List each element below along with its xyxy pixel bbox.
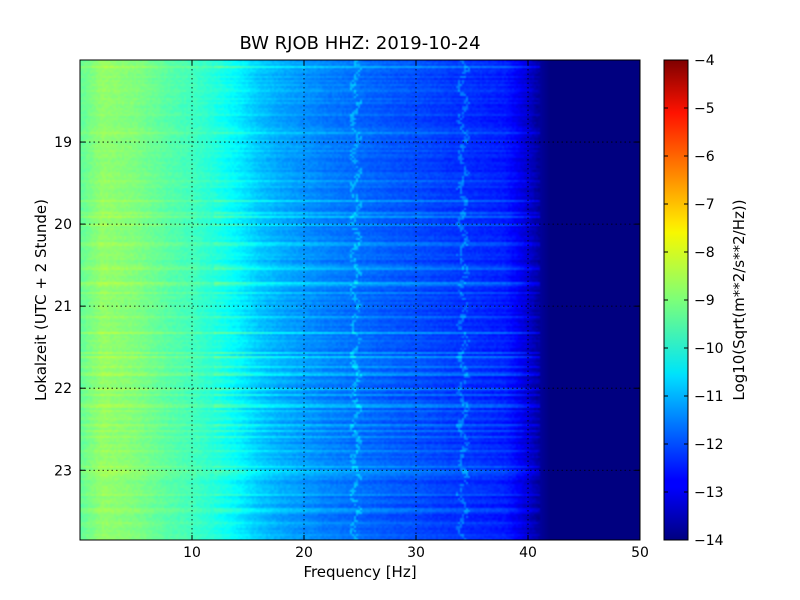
colorbar-tick-label: −4	[694, 53, 715, 69]
x-axis: 10 20 30 40 50	[183, 60, 649, 561]
colorbar-tick-label: −14	[694, 533, 724, 549]
x-tick-label: 20	[295, 545, 313, 561]
x-tick-label: 50	[631, 545, 649, 561]
colorbar-tick-label: −13	[694, 485, 724, 501]
plot-frame	[79, 59, 641, 541]
chart-title: BW RJOB HHZ: 2019-10-24	[239, 33, 480, 54]
x-axis-label: Frequency [Hz]	[303, 563, 416, 581]
colorbar-tick-label: −8	[694, 245, 715, 261]
colorbar-tick-label: −5	[694, 101, 715, 117]
x-tick-label: 40	[519, 545, 537, 561]
y-tick-label: 21	[54, 299, 72, 315]
grid-lines	[80, 60, 640, 540]
colorbar-tick-label: −11	[694, 389, 724, 405]
colorbar-tick-label: −12	[694, 437, 724, 453]
y-tick-label: 20	[54, 217, 72, 233]
x-tick-label: 10	[183, 545, 201, 561]
y-axis-label: Lokalzeit (UTC + 2 Stunde)	[32, 199, 50, 401]
colorbar-label: Log10(Sqrt(m**2/s**2/Hz))	[730, 199, 748, 400]
y-tick-label: 22	[54, 381, 72, 397]
colorbar-tick-label: −7	[694, 197, 715, 213]
colorbar-tick-label: −10	[694, 341, 724, 357]
y-tick-label: 19	[54, 135, 72, 151]
y-tick-label: 23	[54, 463, 72, 479]
colorbar-ticks: −4 −5 −6 −7 −8 −9 −10 −11 −12 −13 −14	[664, 53, 724, 549]
spectrogram-plot: 10 20 30 40 50 19 20 21 22 23	[54, 59, 649, 561]
colorbar: −4 −5 −6 −7 −8 −9 −10 −11 −12 −13 −14 Log10(Sqrt(m…	[663, 53, 748, 549]
colorbar-tick-label: −6	[694, 149, 715, 165]
spectrogram-heatmap	[80, 60, 640, 540]
x-tick-label: 30	[407, 545, 425, 561]
colorbar-tick-label: −9	[694, 293, 715, 309]
y-axis: 19 20 21 22 23	[54, 135, 640, 479]
